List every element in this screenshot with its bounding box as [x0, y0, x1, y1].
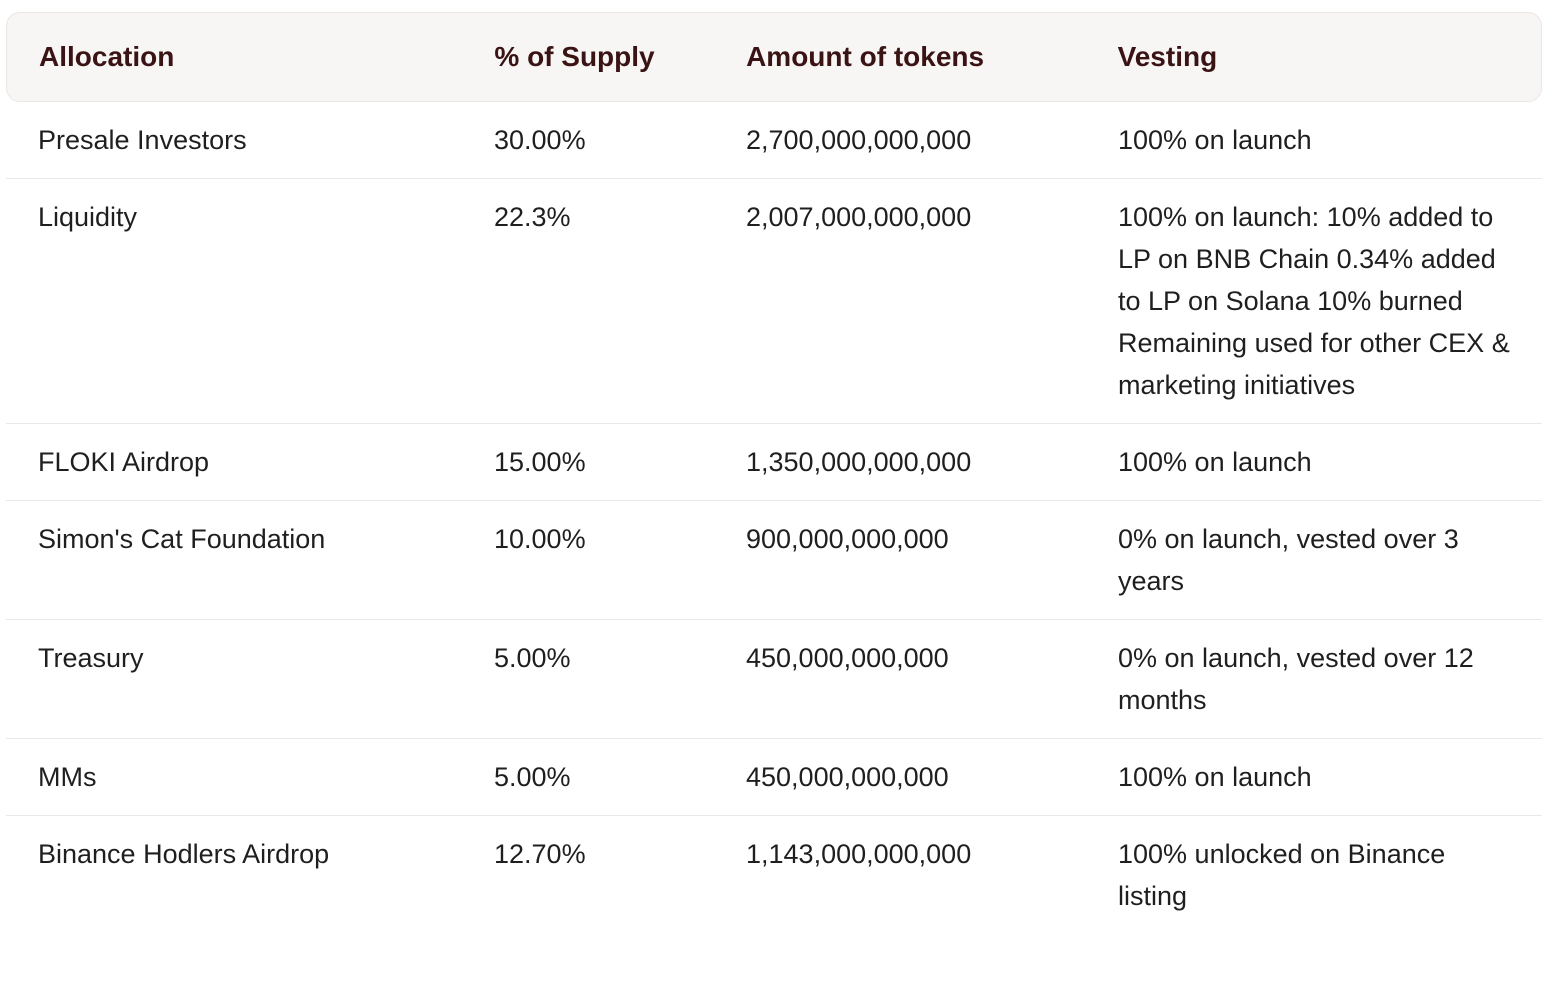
- cell-vesting: 100% unlocked on Binance listing: [1118, 839, 1446, 911]
- cell-allocation: Binance Hodlers Airdrop: [38, 839, 330, 869]
- cell-vesting: 100% on launch: 10% added to LP on BNB C…: [1118, 202, 1510, 400]
- cell-allocation: Liquidity: [38, 202, 138, 232]
- cell-supply: 10.00%: [494, 524, 586, 554]
- table-row: Presale Investors 30.00% 2,700,000,000,0…: [6, 102, 1542, 179]
- table-row: Treasury 5.00% 450,000,000,000 0% on lau…: [6, 620, 1542, 739]
- cell-amount: 1,143,000,000,000: [746, 839, 972, 869]
- cell-allocation: FLOKI Airdrop: [38, 447, 210, 477]
- table-row: MMs 5.00% 450,000,000,000 100% on launch: [6, 739, 1542, 816]
- cell-supply: 5.00%: [494, 643, 571, 673]
- cell-amount: 1,350,000,000,000: [746, 447, 972, 477]
- cell-vesting: 100% on launch: [1118, 447, 1312, 477]
- header-percent-of-supply: % of Supply: [494, 41, 655, 72]
- cell-amount: 2,007,000,000,000: [746, 202, 972, 232]
- cell-supply: 5.00%: [494, 762, 571, 792]
- cell-vesting: 0% on launch, vested over 12 months: [1118, 643, 1474, 715]
- cell-supply: 12.70%: [494, 839, 586, 869]
- cell-supply: 15.00%: [494, 447, 586, 477]
- header-amount-of-tokens: Amount of tokens: [746, 41, 985, 72]
- cell-supply: 22.3%: [494, 202, 571, 232]
- cell-vesting: 100% on launch: [1118, 762, 1312, 792]
- header-vesting: Vesting: [1117, 41, 1218, 72]
- table-row: FLOKI Airdrop 15.00% 1,350,000,000,000 1…: [6, 424, 1542, 501]
- cell-amount: 2,700,000,000,000: [746, 125, 972, 155]
- header-allocation: Allocation: [39, 41, 175, 72]
- cell-amount: 450,000,000,000: [746, 762, 949, 792]
- cell-vesting: 0% on launch, vested over 3 years: [1118, 524, 1459, 596]
- cell-allocation: Treasury: [38, 643, 144, 673]
- cell-allocation: Simon's Cat Foundation: [38, 524, 326, 554]
- cell-allocation: MMs: [38, 762, 97, 792]
- table-row: Liquidity 22.3% 2,007,000,000,000 100% o…: [6, 179, 1542, 424]
- cell-supply: 30.00%: [494, 125, 586, 155]
- table-header-row: Allocation % of Supply Amount of tokens …: [6, 12, 1542, 102]
- cell-amount: 450,000,000,000: [746, 643, 949, 673]
- table-row: Binance Hodlers Airdrop 12.70% 1,143,000…: [6, 816, 1542, 934]
- cell-amount: 900,000,000,000: [746, 524, 949, 554]
- table-row: Simon's Cat Foundation 10.00% 900,000,00…: [6, 501, 1542, 620]
- cell-vesting: 100% on launch: [1118, 125, 1312, 155]
- cell-allocation: Presale Investors: [38, 125, 247, 155]
- token-allocation-table: Allocation % of Supply Amount of tokens …: [6, 12, 1542, 934]
